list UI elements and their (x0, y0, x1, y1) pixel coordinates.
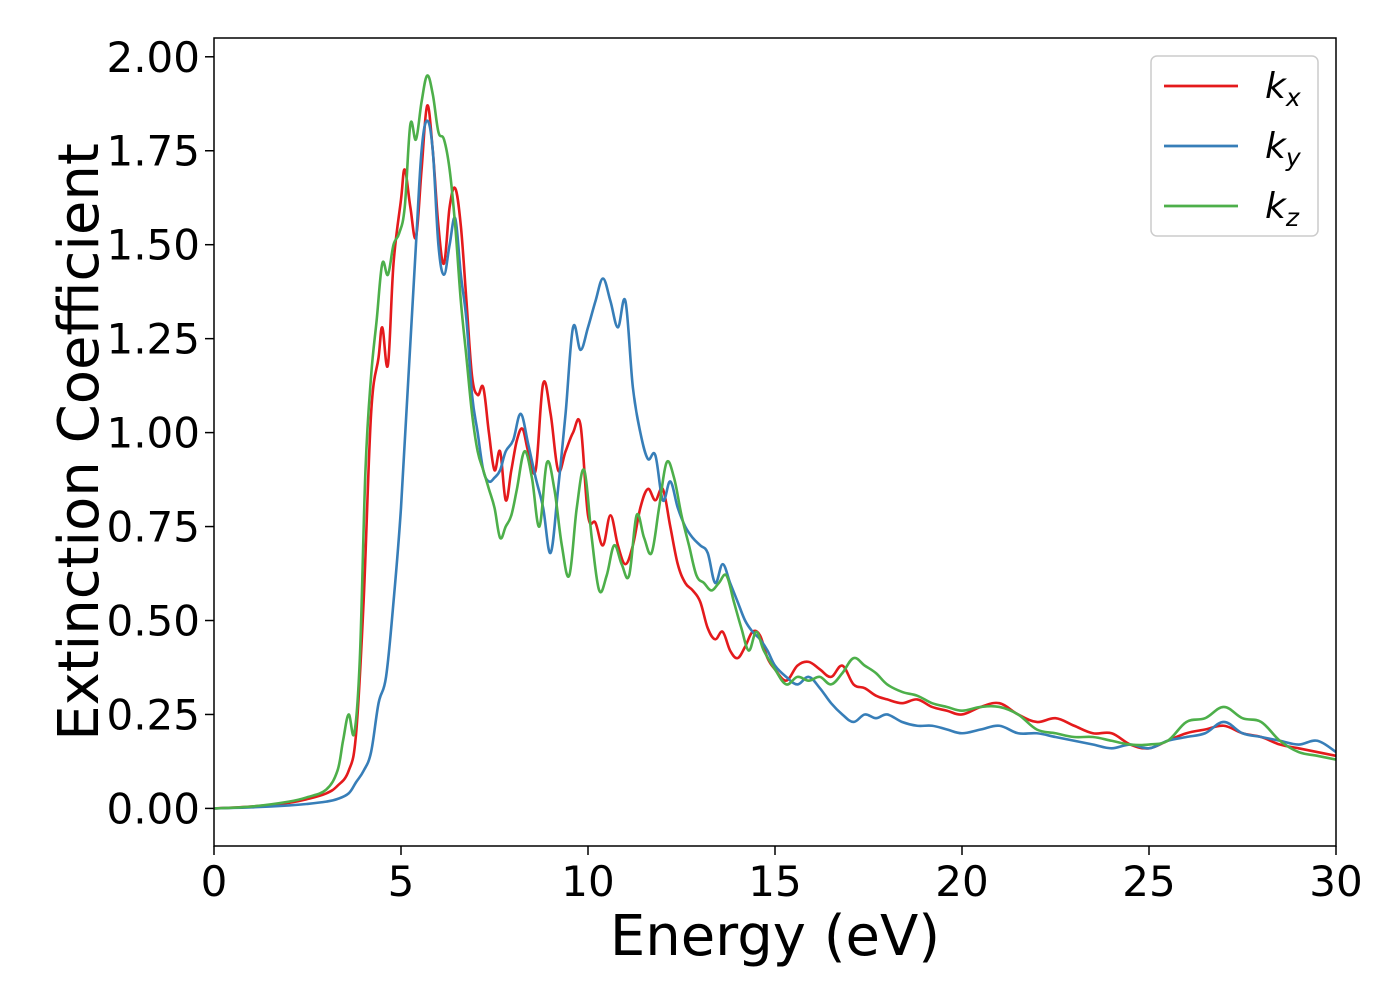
y-tick-label: 0.50 (106, 597, 200, 646)
x-tick-label: 30 (1309, 857, 1362, 906)
legend-label-x: kx (1265, 66, 1301, 112)
y-axis-title: Extinction Coefficient (47, 143, 112, 741)
y-tick-label: 0.75 (106, 503, 200, 552)
y-tick-label: 1.25 (106, 315, 200, 364)
x-tick-label: 5 (388, 857, 415, 906)
legend-label-subscript: z (1285, 203, 1300, 232)
series-line-z (214, 74, 1336, 810)
x-tick-label: 0 (201, 857, 228, 906)
legend-label-base: k (1265, 66, 1288, 107)
legend-label-subscript: y (1285, 143, 1302, 172)
y-tick-label: 0.00 (106, 784, 200, 833)
y-tick-label: 1.75 (106, 127, 200, 176)
y-tick-label: 0.25 (106, 690, 200, 739)
y-tick-label: 1.50 (106, 221, 200, 270)
series-layer (214, 74, 1336, 810)
x-tick-label: 10 (561, 857, 614, 906)
series-line-y (214, 119, 1336, 810)
series-line-x (214, 104, 1336, 810)
legend-label-subscript: x (1285, 83, 1301, 112)
legend-label-y: ky (1265, 126, 1302, 172)
legend-label-z: kz (1265, 186, 1300, 232)
x-axis-ticks: 0 5 10 15 20 25 30 (201, 846, 1363, 906)
legend-label-base: k (1265, 186, 1288, 227)
y-axis-ticks: 0.00 0.25 0.50 0.75 1.00 1.25 1.50 1.75 2.00 (106, 33, 214, 833)
x-axis-title: Energy (eV) (610, 904, 940, 969)
y-tick-label: 1.00 (106, 409, 200, 458)
y-tick-label: 2.00 (106, 33, 200, 82)
legend-label-base: k (1265, 126, 1288, 167)
x-tick-label: 25 (1122, 857, 1175, 906)
x-tick-label: 15 (748, 857, 801, 906)
x-tick-label: 20 (935, 857, 988, 906)
